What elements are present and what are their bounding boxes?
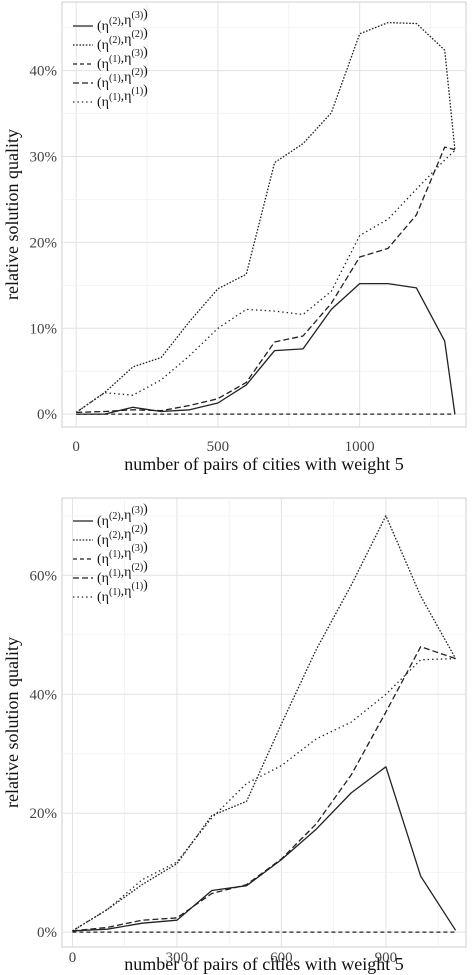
y-tick-label: 40% <box>30 64 58 80</box>
legend: (η(2),η(3))(η(2),η(2))(η(1),η(3))(η(1),η… <box>73 7 148 110</box>
legend: (η(2),η(3))(η(2),η(2))(η(1),η(3))(η(1),η… <box>73 502 148 605</box>
x-axis-title: number of pairs of cities with weight 5 <box>124 954 403 974</box>
series-line-5 <box>72 657 456 932</box>
y-tick-label: 20% <box>30 235 58 251</box>
series-line-4 <box>72 646 456 932</box>
chart-panel-2: 0 300 600 900 0% 20% 40% 60% number of pairs of … <box>2 497 467 974</box>
legend-entry-label: (η(1),η(2)) <box>97 559 148 586</box>
x-tick-label: 300 <box>166 950 189 966</box>
series-line-1 <box>76 282 456 415</box>
x-tick-label: 600 <box>270 950 293 966</box>
legend-entry-label: (η(1),η(3)) <box>97 45 148 72</box>
legend-entry-label: (η(2),η(3)) <box>97 7 148 34</box>
legend-entry-label: (η(1),η(2)) <box>97 64 148 91</box>
series-line-2 <box>75 21 456 413</box>
y-axis-title: relative solution quality <box>2 637 22 808</box>
series-line-1 <box>72 766 457 932</box>
legend-entry-label: (η(1),η(1)) <box>97 578 148 605</box>
y-tick-label: 0% <box>37 407 57 423</box>
y-tick-label: 60% <box>30 568 58 584</box>
legend-entry-label: (η(1),η(3)) <box>97 540 148 567</box>
x-tick-label: 500 <box>207 439 230 455</box>
x-tick-label: 1000 <box>345 439 375 455</box>
series-line-2 <box>72 515 457 932</box>
y-tick-label: 30% <box>30 150 58 166</box>
x-tick-label: 0 <box>72 439 80 455</box>
legend-entry-label: (η(2),η(2)) <box>97 26 148 53</box>
y-tick-label: 20% <box>30 806 58 822</box>
y-tick-label: 0% <box>37 925 57 941</box>
y-axis-title: relative solution quality <box>2 129 22 300</box>
x-axis-title: number of pairs of cities with weight 5 <box>124 454 403 474</box>
legend-entry-label: (η(1),η(1)) <box>97 83 148 110</box>
x-tick-label: 900 <box>375 950 398 966</box>
chart-panel-1: 0 500 1000 0% 10% 20% 30% 40% number of pairs of… <box>2 1 467 474</box>
legend-entry-label: (η(2),η(2)) <box>97 521 148 548</box>
y-tick-label: 10% <box>30 321 58 337</box>
x-tick-label: 0 <box>69 950 77 966</box>
legend-entry-label: (η(2),η(3)) <box>97 502 148 529</box>
series-line-5 <box>75 150 456 413</box>
series-line-4 <box>76 146 456 414</box>
y-tick-label: 40% <box>30 687 58 703</box>
